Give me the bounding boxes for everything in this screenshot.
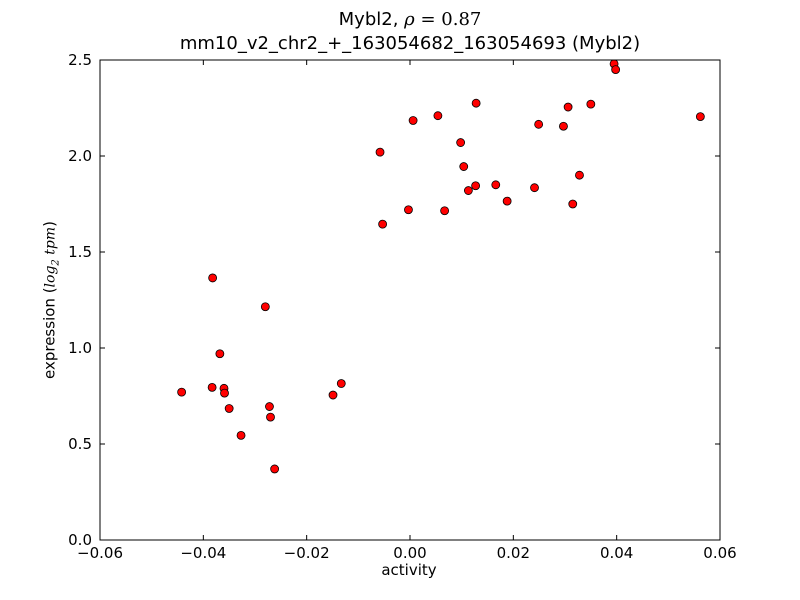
data-point <box>207 382 217 392</box>
data-point <box>265 402 274 411</box>
data-point <box>471 98 481 108</box>
y-axis-label-text: expression <box>40 298 59 379</box>
title-line-2: mm10_v2_chr2_+_163054682_163054693 (Mybl… <box>179 33 641 54</box>
data-point <box>270 464 280 474</box>
axes-frame <box>99 59 721 541</box>
data-point <box>491 180 501 190</box>
x-tick-label: −0.04 <box>180 544 226 562</box>
data-point <box>404 205 413 215</box>
data-point <box>695 112 705 122</box>
data-points <box>177 59 705 474</box>
data-point <box>563 102 573 112</box>
x-tick-label: 0.00 <box>393 544 426 562</box>
data-point <box>336 379 346 388</box>
data-point <box>471 181 481 191</box>
y-tick-label: 1.0 <box>68 339 92 357</box>
data-point <box>575 170 584 180</box>
title-gene: Mybl2 <box>338 9 393 30</box>
title-line-1: Mybl2, ρ = 0.87 <box>338 9 482 30</box>
data-point <box>177 387 187 397</box>
y-tick-label: 2.0 <box>68 147 92 165</box>
data-point <box>463 186 473 195</box>
data-point <box>440 206 450 216</box>
data-point <box>534 119 544 129</box>
title-stat-value: 0.87 <box>441 9 482 30</box>
data-point <box>611 65 621 74</box>
data-point <box>459 162 469 171</box>
data-point <box>559 121 568 131</box>
y-axis-label: expression (log2 tpm) <box>40 221 62 379</box>
x-axis-label: activity <box>381 561 437 579</box>
data-point <box>378 219 388 229</box>
y-tick-label: 2.5 <box>68 51 92 69</box>
data-point <box>456 138 466 147</box>
axis-ticks: −0.06 −0.04 −0.02 0.00 0.02 0.04 0.06 0.0 0.5 1.0… <box>68 51 737 562</box>
y-axis-label-math: log2 tpm <box>42 226 62 288</box>
x-tick-label: 0.06 <box>703 544 736 562</box>
data-point <box>215 349 225 359</box>
data-point <box>530 183 539 193</box>
data-point <box>224 404 234 413</box>
data-point <box>408 116 418 125</box>
data-point <box>586 99 596 109</box>
data-point <box>328 390 338 400</box>
data-point <box>375 147 385 157</box>
title-stat-symbol: ρ <box>404 9 415 30</box>
y-tick-label: 1.5 <box>68 243 92 261</box>
data-point <box>220 388 229 398</box>
data-point <box>236 430 246 440</box>
data-point <box>208 273 218 283</box>
x-tick-label: 0.02 <box>497 544 530 562</box>
data-point <box>266 412 275 422</box>
x-tick-label: −0.06 <box>77 544 123 562</box>
x-tick-label: −0.02 <box>284 544 330 562</box>
y-tick-label: 0.5 <box>68 435 92 453</box>
y-tick-label: 0.0 <box>68 531 92 549</box>
chart-title: Mybl2, ρ = 0.87 mm10_v2_chr2_+_163054682… <box>0 8 800 56</box>
data-point <box>433 111 443 121</box>
data-point <box>502 196 512 206</box>
x-tick-label: 0.04 <box>600 544 633 562</box>
data-point <box>568 199 578 209</box>
data-point <box>260 302 270 312</box>
